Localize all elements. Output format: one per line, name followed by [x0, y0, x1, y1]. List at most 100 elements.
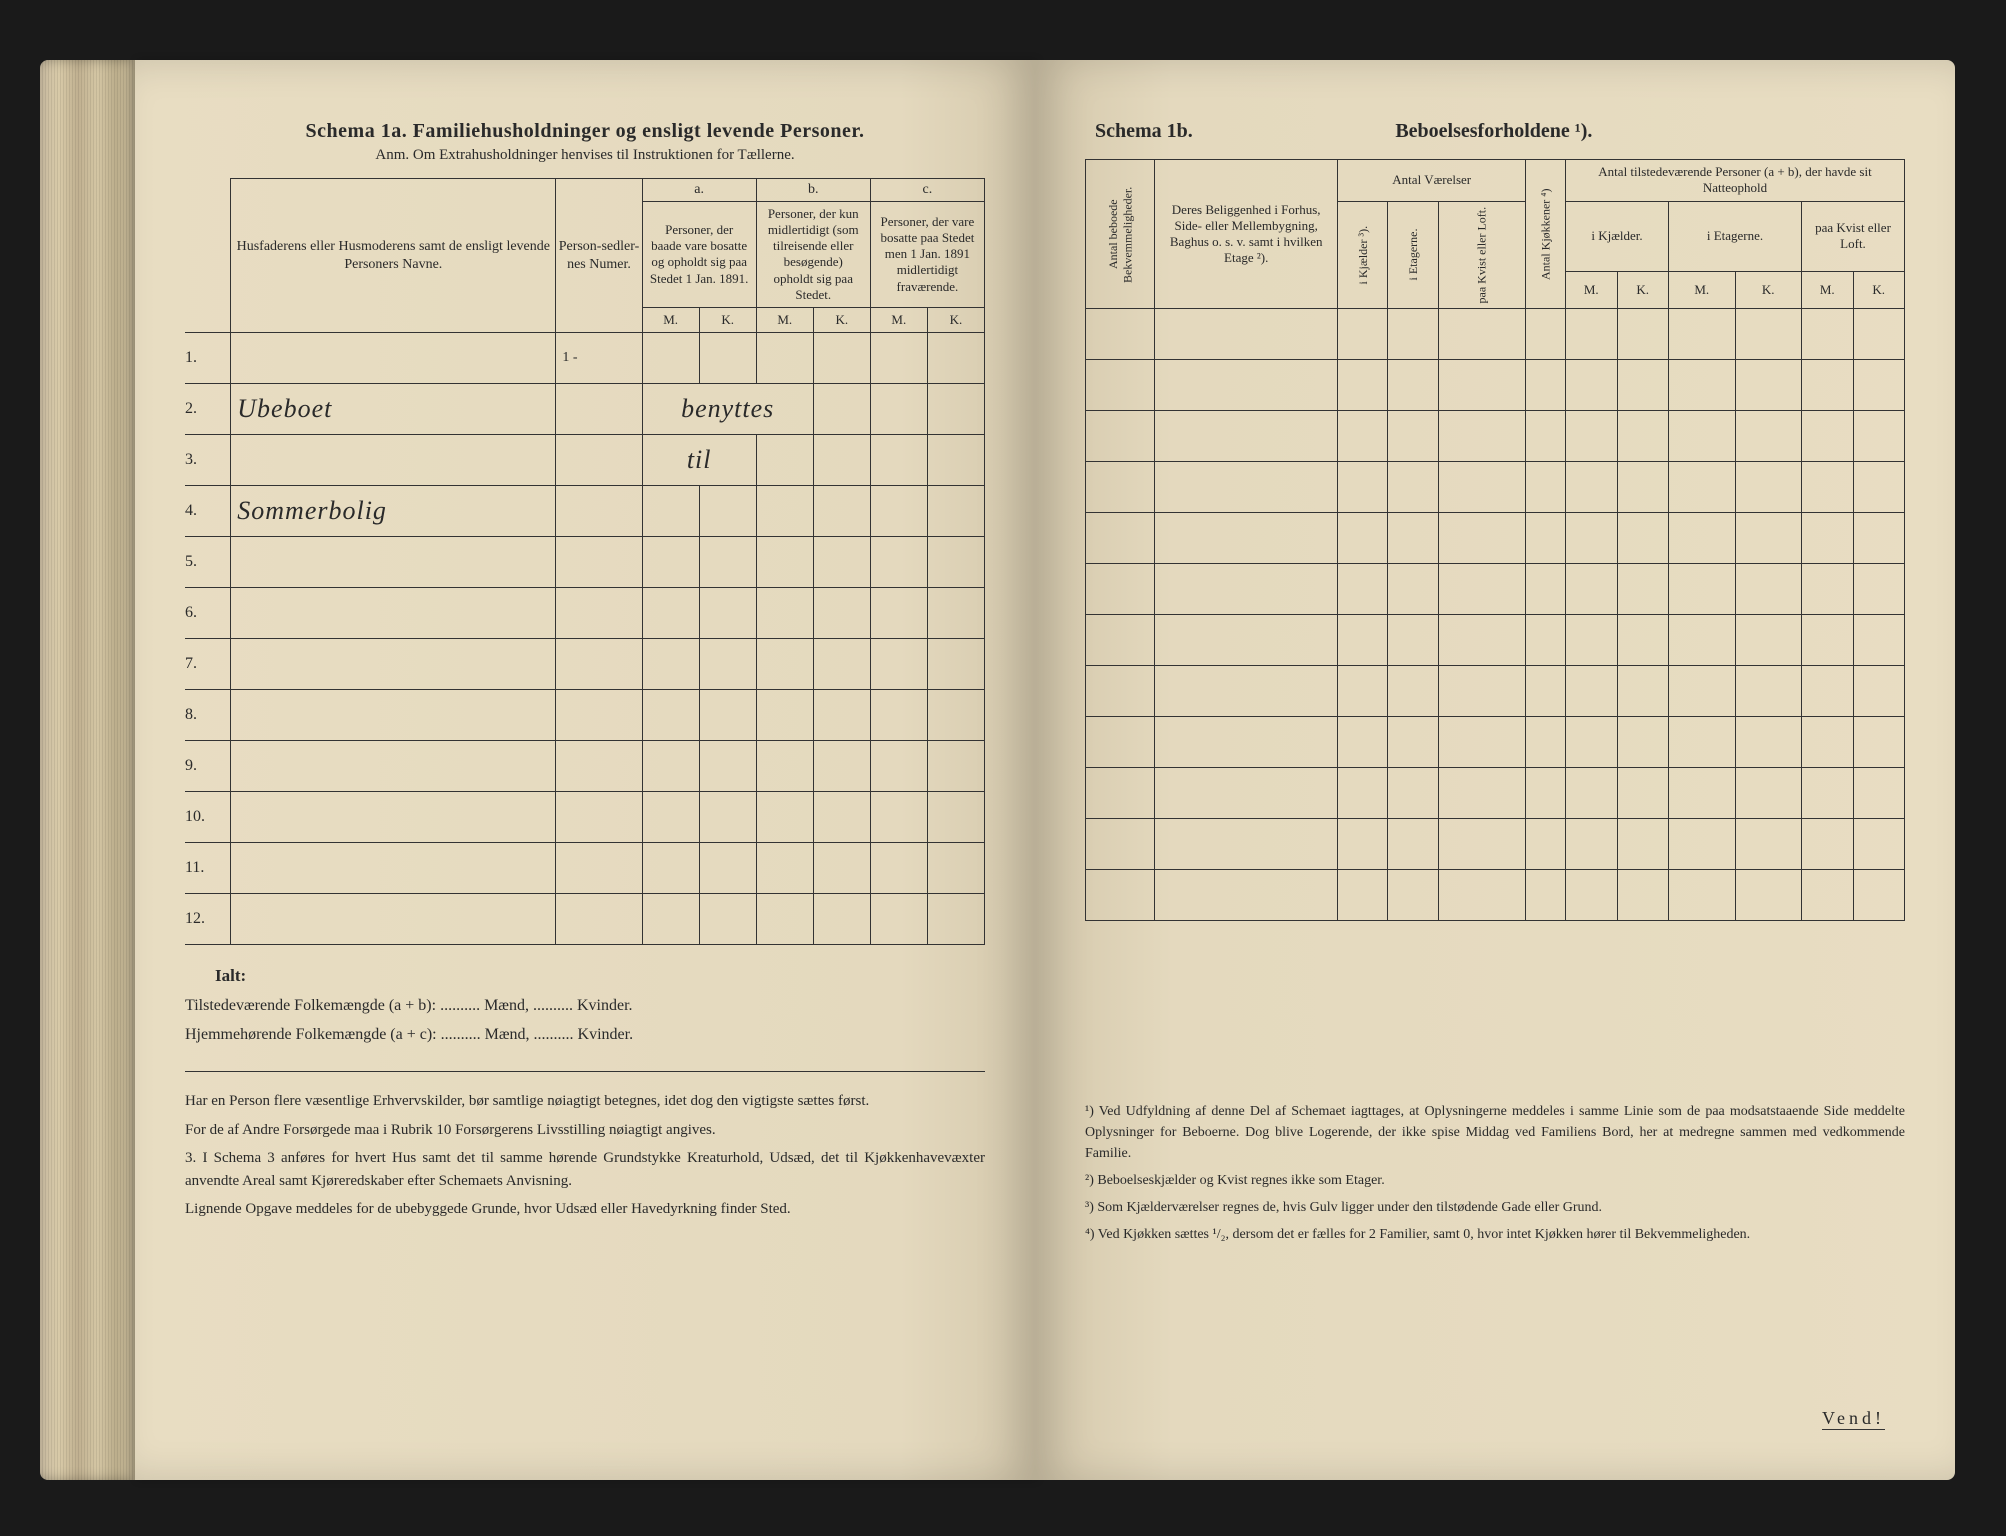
- table-row: [1086, 309, 1905, 360]
- cell: [1853, 717, 1905, 768]
- name-cell: [231, 639, 556, 690]
- personsedler-cell: [556, 384, 642, 435]
- mk-k: K.: [927, 308, 984, 333]
- col-b-label: b.: [756, 179, 870, 202]
- col-paa-kvist: paa Kvist eller Loft.: [1802, 201, 1905, 271]
- cell: [1388, 360, 1438, 411]
- footnote-1: Har en Person flere væsentlige Erhvervsk…: [185, 1090, 985, 1113]
- right-fn2: ²) Beboelseskjælder og Kvist regnes ikke…: [1085, 1170, 1905, 1191]
- mk-cell: [813, 792, 870, 843]
- cell: [1566, 666, 1618, 717]
- mk-cell: [927, 639, 984, 690]
- mk-cell: [699, 486, 756, 537]
- cell: [1566, 462, 1618, 513]
- cell: [1802, 411, 1854, 462]
- col-antal-tilstede: Antal tilstedeværende Personer (a + b), …: [1566, 160, 1905, 202]
- left-anm: Anm. Om Extrahusholdninger henvises til …: [185, 147, 985, 164]
- table-row: 3.til: [185, 435, 985, 486]
- cell: [1086, 309, 1155, 360]
- mk-cell: [870, 690, 927, 741]
- cell: [1735, 768, 1802, 819]
- cell: [1438, 870, 1526, 921]
- table-row: 12.: [185, 894, 985, 945]
- cell: [1086, 411, 1155, 462]
- cell: [1735, 870, 1802, 921]
- mk-cell: [813, 333, 870, 384]
- row-number: 9.: [185, 741, 231, 792]
- mk-m: M.: [870, 308, 927, 333]
- cell: [1617, 360, 1669, 411]
- cell: [1802, 768, 1854, 819]
- right-fn4: ⁴) Ved Kjøkken sættes ¹/₂, dersom det er…: [1085, 1224, 1905, 1245]
- name-cell: [231, 690, 556, 741]
- cell: [1617, 411, 1669, 462]
- total-hjemme: Hjemmehørende Folkemængde (a + c): .....…: [185, 1021, 985, 1050]
- cell: [1388, 411, 1438, 462]
- cell: [1155, 717, 1338, 768]
- table-row: 10.: [185, 792, 985, 843]
- cell: [1526, 309, 1566, 360]
- cell: [1526, 717, 1566, 768]
- mk-cell: [756, 435, 813, 486]
- cell: [1086, 870, 1155, 921]
- mk-cell: [813, 741, 870, 792]
- mk-cell: [870, 741, 927, 792]
- name-cell: [231, 588, 556, 639]
- name-cell: [231, 792, 556, 843]
- cell: [1617, 870, 1669, 921]
- mk-cell: [642, 333, 699, 384]
- col-a-label: a.: [642, 179, 756, 202]
- mk-cell: [756, 333, 813, 384]
- table-row: [1086, 411, 1905, 462]
- cell: [1438, 360, 1526, 411]
- cell: [1802, 666, 1854, 717]
- footnote-2: For de af Andre Forsørgede maa i Rubrik …: [185, 1119, 985, 1142]
- cell: [1735, 411, 1802, 462]
- table-row: [1086, 819, 1905, 870]
- cell: [1669, 870, 1736, 921]
- col-antal-vaerelser: Antal Værelser: [1338, 160, 1526, 202]
- page-stack-edges: [40, 60, 135, 1480]
- cell: [1853, 309, 1905, 360]
- mk-k: K.: [699, 308, 756, 333]
- right-fn3: ³) Som Kjælderværelser regnes de, hvis G…: [1085, 1197, 1905, 1218]
- personsedler-cell: [556, 792, 642, 843]
- cell: [1086, 513, 1155, 564]
- cell: [1802, 564, 1854, 615]
- cell: [1086, 666, 1155, 717]
- cell: [1338, 717, 1388, 768]
- mk-m: M.: [1669, 271, 1736, 308]
- mk-cell: [642, 486, 699, 537]
- cell: [1438, 564, 1526, 615]
- row-number: 3.: [185, 435, 231, 486]
- mk-cell: benyttes: [642, 384, 813, 435]
- cell: [1438, 768, 1526, 819]
- cell: [1735, 666, 1802, 717]
- table-row: 1.1 -: [185, 333, 985, 384]
- cell: [1155, 819, 1338, 870]
- mk-cell: [642, 792, 699, 843]
- mk-cell: [699, 741, 756, 792]
- col-antal-kjokkener: Antal Kjøkkener ⁴): [1526, 160, 1566, 309]
- col-beliggenhed: Deres Beliggenhed i Forhus, Side- eller …: [1155, 160, 1338, 309]
- mk-cell: [813, 843, 870, 894]
- col-b-text: Personer, der kun midlertidigt (som tilr…: [756, 201, 870, 308]
- cell: [1438, 411, 1526, 462]
- mk-cell: [756, 792, 813, 843]
- cell: [1155, 564, 1338, 615]
- mk-cell: [756, 843, 813, 894]
- personsedler-cell: [556, 894, 642, 945]
- schema-1b-table: Antal beboede Bekvemmeligheder. Deres Be…: [1085, 159, 1905, 921]
- personsedler-cell: [556, 537, 642, 588]
- name-cell: [231, 894, 556, 945]
- mk-k: K.: [1853, 271, 1905, 308]
- row-number: 10.: [185, 792, 231, 843]
- mk-cell: [927, 690, 984, 741]
- mk-cell: [813, 486, 870, 537]
- mk-cell: [642, 894, 699, 945]
- cell: [1669, 666, 1736, 717]
- cell: [1438, 462, 1526, 513]
- personsedler-cell: [556, 435, 642, 486]
- cell: [1853, 360, 1905, 411]
- cell: [1669, 615, 1736, 666]
